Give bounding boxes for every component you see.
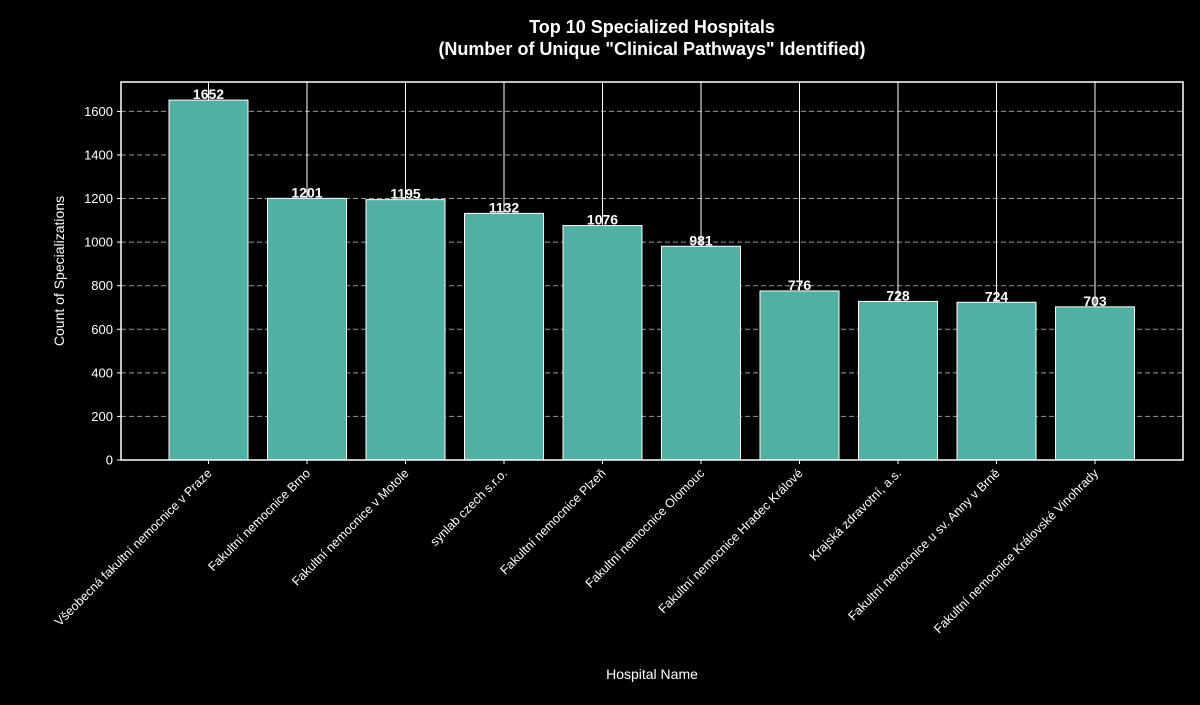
chart-title-line-2: (Number of Unique "Clinical Pathways" Id… [438, 39, 865, 59]
bar-value-label: 724 [985, 288, 1009, 304]
bar [759, 290, 840, 461]
bar [956, 301, 1037, 461]
x-axis-label: Hospital Name [606, 666, 698, 682]
bar-value-label: 1076 [587, 212, 618, 228]
x-tick-label: synlab czech s.r.o. [428, 466, 511, 549]
bar [168, 99, 249, 461]
bar-value-label: 1201 [291, 184, 322, 200]
bar-value-label: 1652 [193, 86, 224, 102]
y-tick-label: 1200 [84, 191, 113, 206]
y-tick-label: 1000 [84, 235, 113, 250]
y-tick-label: 200 [91, 409, 113, 424]
y-tick-label: 0 [106, 453, 113, 468]
x-tick-label: Fakultní nemocnice Plzeň [498, 466, 609, 577]
x-tick-label: Fakultní nemocnice u sv. Anny v Brně [846, 466, 1003, 623]
y-tick-label: 1600 [84, 104, 113, 119]
x-tick-label: Všeobecná fakultní nemocnice v Praze [52, 466, 215, 629]
y-tick-label: 400 [91, 365, 113, 380]
bar-value-label: 703 [1083, 293, 1107, 309]
bar [661, 245, 741, 461]
y-tick-label: 1400 [84, 147, 113, 162]
y-tick-label: 800 [91, 278, 113, 293]
chart-title-line-1: Top 10 Specialized Hospitals [529, 17, 775, 37]
bar [858, 300, 938, 461]
x-tick-label: Fakultní nemocnice Brno [205, 466, 313, 574]
plot-frame [120, 81, 1184, 461]
bar [267, 197, 347, 461]
bar [365, 199, 446, 461]
bar-value-label: 981 [689, 232, 713, 248]
x-tick-label: Fakultní nemocnice Královské Vinohrady [931, 466, 1101, 636]
bar [464, 212, 544, 461]
bar-value-label: 1195 [390, 186, 421, 202]
bar-value-label: 728 [886, 287, 910, 303]
bar-value-label: 776 [788, 277, 812, 293]
bar [1055, 306, 1135, 461]
x-tick-label: Fakultní nemocnice v Motole [289, 466, 411, 588]
bar [562, 225, 643, 461]
x-tick-label: Fakultní nemocnice Olomouc [583, 466, 707, 590]
bar-value-label: 1132 [489, 199, 520, 215]
x-tick-label: Krajská zdravotní, a.s. [807, 466, 904, 563]
y-tick-label: 600 [91, 322, 113, 337]
y-axis-label: Count of Specializations [51, 196, 67, 346]
